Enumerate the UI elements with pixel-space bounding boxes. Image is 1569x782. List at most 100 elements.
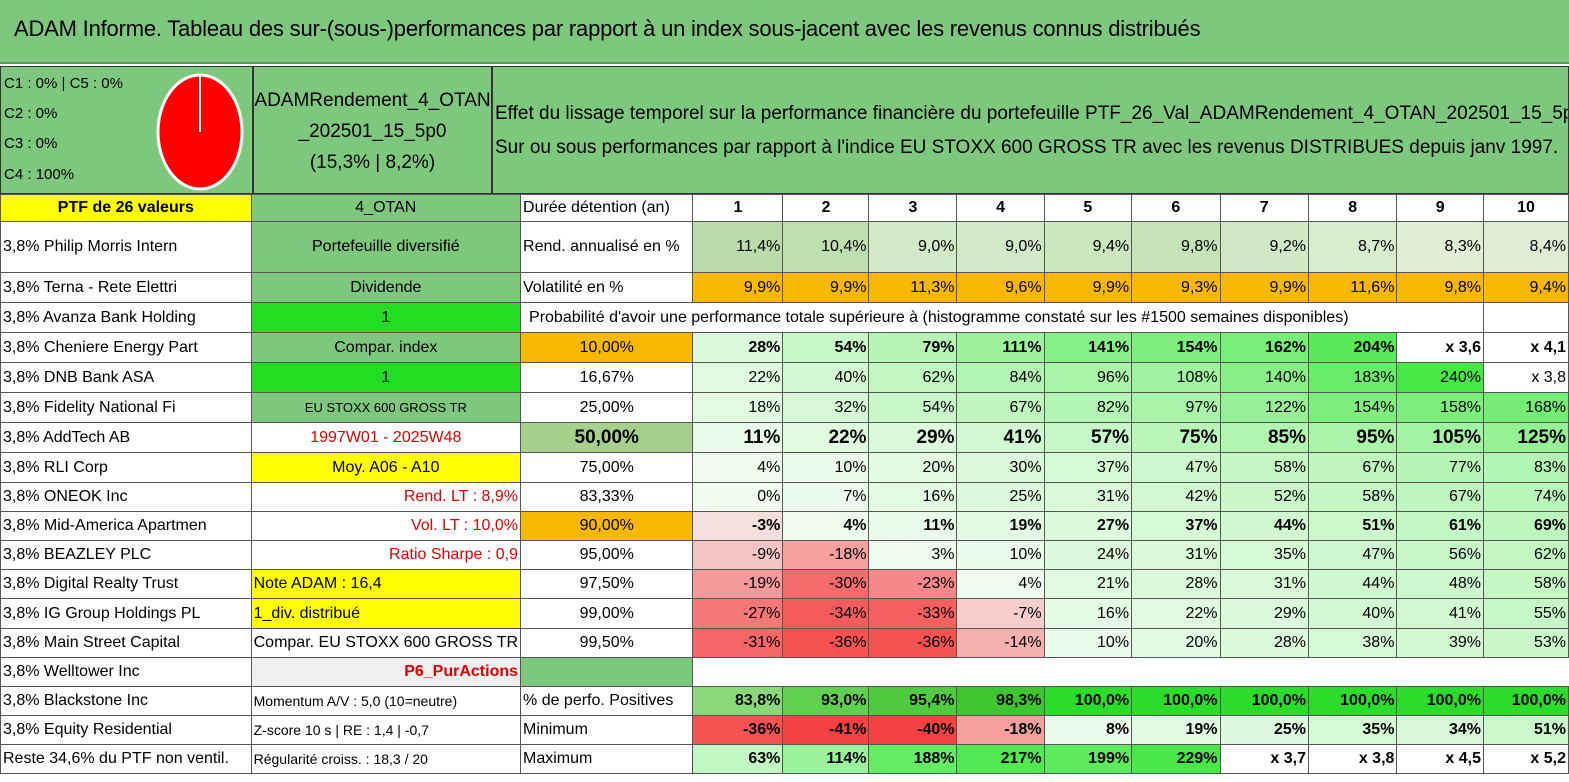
minimum-value: -41% xyxy=(782,715,870,745)
info-cell: P6_PurActions xyxy=(250,657,522,687)
probability-value: 108% xyxy=(1131,362,1221,393)
probability-value: 168% xyxy=(1482,392,1569,423)
return-row: 3,8% Philip Morris Intern Portefeuille di… xyxy=(0,221,1569,273)
probability-threshold: 95,00% xyxy=(520,540,694,570)
info-cell: Note ADAM : 16,4 xyxy=(250,569,522,599)
probability-value: 44% xyxy=(1219,511,1309,541)
probability-value: 10% xyxy=(956,540,1045,570)
year-header: 5 xyxy=(1043,194,1133,222)
probability-value: 62% xyxy=(868,362,958,393)
probability-value: 62% xyxy=(1482,540,1569,570)
positive-share-value: 100,0% xyxy=(1043,686,1133,716)
probability-value: 84% xyxy=(956,362,1045,393)
probability-value: 29% xyxy=(1219,598,1309,629)
volatility-label: Volatilité en % xyxy=(520,272,694,303)
probability-value: -18% xyxy=(782,540,870,570)
page-title: ADAM Informe. Tableau des sur-(sous-)per… xyxy=(14,16,1201,41)
probability-value: 83% xyxy=(1482,452,1569,483)
positive-share-value: 100,0% xyxy=(1396,686,1484,716)
probability-row: 3,8% Cheniere Energy Part Compar. index 10… xyxy=(0,332,1569,363)
positive-share-value: 95,4% xyxy=(868,686,958,716)
probability-threshold: 90,00% xyxy=(520,511,694,541)
legend-line: C3 : 0% xyxy=(4,135,58,152)
annual-return-value: 11,4% xyxy=(692,221,784,273)
probability-value: 77% xyxy=(1396,452,1484,483)
probability-row: 3,8% DNB Bank ASA 1 16,67% 22% 40% 62% 84% 96% 1… xyxy=(0,362,1569,393)
probability-value: 141% xyxy=(1043,332,1133,363)
probability-value: 162% xyxy=(1219,332,1309,363)
blank-cell xyxy=(520,657,694,687)
probability-value: 18% xyxy=(692,392,784,423)
probability-value: 37% xyxy=(1043,452,1133,483)
annual-return-value: 10,4% xyxy=(782,221,870,273)
probability-value: x 3,8 xyxy=(1482,362,1569,393)
probability-row: 3,8% BEAZLEY PLC Ratio Sharpe : 0,9 95,00%… xyxy=(0,540,1569,570)
probability-value: 40% xyxy=(782,362,870,393)
volatility-value: 9,3% xyxy=(1131,272,1221,303)
probability-value: 38% xyxy=(1307,628,1398,658)
probability-value: 3% xyxy=(868,540,958,570)
blank-cell xyxy=(957,658,1044,687)
probability-value: 10% xyxy=(1043,628,1133,658)
blank-cell xyxy=(1132,658,1220,687)
maximum-value: 114% xyxy=(782,744,870,774)
info-cell: Régularité croiss. : 18,3 / 20 xyxy=(250,744,522,774)
info-cell: 1 xyxy=(250,362,522,393)
probability-value: 67% xyxy=(1307,452,1398,483)
probability-value: 16% xyxy=(868,482,958,512)
volatility-value: 11,3% xyxy=(868,272,958,303)
probability-value: 53% xyxy=(1482,628,1569,658)
probability-value: 82% xyxy=(1043,392,1133,423)
probability-value: 154% xyxy=(1307,392,1398,423)
probability-value: -27% xyxy=(692,598,784,629)
probability-value: 20% xyxy=(868,452,958,483)
probability-value: 42% xyxy=(1131,482,1221,512)
minimum-value: 25% xyxy=(1219,715,1309,745)
probability-value: 57% xyxy=(1043,422,1133,453)
year-header: 8 xyxy=(1307,194,1398,222)
probability-value: 58% xyxy=(1482,569,1569,599)
info-cell: 1997W01 - 2025W48 xyxy=(250,422,522,453)
annual-return-value: 8,4% xyxy=(1482,221,1569,273)
volatility-value: 9,9% xyxy=(1219,272,1309,303)
volatility-value: 9,9% xyxy=(692,272,784,303)
probability-title: Probabilité d'avoir une performance tota… xyxy=(520,302,1484,333)
probability-value: 111% xyxy=(956,332,1045,363)
minimum-value: -36% xyxy=(692,715,784,745)
probability-value: 4% xyxy=(782,511,870,541)
annual-return-value: 8,7% xyxy=(1307,221,1398,273)
legend-line: C2 : 0% xyxy=(4,105,58,122)
blank-cell xyxy=(1482,302,1569,333)
probability-value: 27% xyxy=(1043,511,1133,541)
probability-value: 25% xyxy=(956,482,1045,512)
probability-value: 47% xyxy=(1307,540,1398,570)
maximum-value: 217% xyxy=(956,744,1045,774)
probability-value: 41% xyxy=(956,422,1045,453)
probability-value: 140% xyxy=(1219,362,1309,393)
probability-value: 158% xyxy=(1396,392,1484,423)
maximum-row: Reste 34,6% du PTF non ventil. Régularité… xyxy=(0,744,1569,774)
info-cell: Portefeuille diversifié xyxy=(250,221,522,273)
probability-value: 21% xyxy=(1043,569,1133,599)
minimum-value: -40% xyxy=(868,715,958,745)
probability-value: 96% xyxy=(1043,362,1133,393)
probability-threshold: 75,00% xyxy=(520,452,694,483)
probability-threshold: 83,33% xyxy=(520,482,694,512)
positive-share-value: 100,0% xyxy=(1131,686,1221,716)
holding-row-label: 3,8% Fidelity National Fi xyxy=(0,392,252,423)
holding-row-label: 3,8% ONEOK Inc xyxy=(0,482,252,512)
maximum-value: x 3,8 xyxy=(1307,744,1398,774)
probability-row: 3,8% Digital Realty Trust Note ADAM : 16,… xyxy=(0,569,1569,599)
blank-cell xyxy=(783,658,869,687)
probability-row: 3,8% Fidelity National Fi EU STOXX 600 GR… xyxy=(0,392,1569,423)
holding-row-label: 3,8% DNB Bank ASA xyxy=(0,362,252,393)
maximum-value: 63% xyxy=(692,744,784,774)
probability-value: 22% xyxy=(782,422,870,453)
info-cell: Rend. LT : 8,9% xyxy=(250,482,522,512)
volatility-row: 3,8% Terna - Rete Elettri Dividende Volati… xyxy=(0,272,1569,303)
header-row: PTF de 26 valeurs 4_OTAN Durée détention (… xyxy=(0,194,1569,222)
probability-threshold: 97,50% xyxy=(520,569,694,599)
minimum-value: 35% xyxy=(1307,715,1398,745)
holding-row-label: Reste 34,6% du PTF non ventil. xyxy=(0,744,252,774)
probability-value: 97% xyxy=(1131,392,1221,423)
